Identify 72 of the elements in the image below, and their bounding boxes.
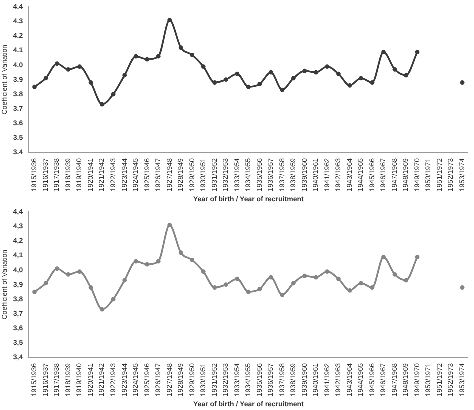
point: [370, 286, 375, 290]
point: [32, 84, 37, 90]
point: [268, 275, 274, 280]
point: [88, 80, 94, 85]
point: [382, 255, 386, 260]
point: [66, 67, 71, 72]
point: [415, 50, 420, 54]
point: [415, 255, 420, 260]
point: [100, 102, 105, 107]
point: [392, 67, 398, 72]
point: [224, 282, 228, 288]
point: [78, 270, 82, 274]
point: [190, 52, 195, 58]
point: [32, 290, 37, 294]
point: [122, 73, 128, 78]
point: [111, 92, 116, 97]
point: [201, 270, 206, 274]
point: [314, 70, 318, 75]
point: [212, 80, 218, 85]
point: [235, 72, 240, 76]
point: [348, 288, 352, 293]
point: [178, 250, 184, 256]
point: [78, 64, 82, 69]
point: [258, 82, 262, 86]
point: [44, 281, 48, 286]
point: [100, 307, 105, 312]
point: [302, 68, 308, 74]
point: [359, 76, 364, 81]
point: [168, 18, 172, 22]
point: [134, 259, 138, 264]
point: [382, 50, 386, 54]
point: [325, 270, 330, 274]
point: [55, 62, 60, 66]
point: [55, 266, 60, 272]
point: [268, 70, 274, 75]
point: [336, 72, 341, 76]
point: [348, 83, 352, 88]
point: [122, 278, 128, 283]
point: [291, 76, 296, 81]
point: [145, 57, 150, 62]
point: [392, 272, 398, 277]
point: [280, 88, 285, 92]
point: [404, 73, 408, 78]
point: [258, 287, 262, 292]
point: [370, 80, 375, 85]
point: [168, 223, 172, 228]
point: [325, 64, 330, 69]
point: [314, 275, 318, 280]
point: [156, 54, 161, 59]
point: [235, 276, 240, 282]
point: [145, 262, 150, 267]
point: [190, 258, 195, 262]
point: [460, 286, 465, 290]
point: [291, 281, 296, 286]
point: [302, 274, 308, 278]
point: [246, 84, 251, 90]
point: [134, 54, 138, 59]
point: [404, 278, 408, 283]
point: [156, 259, 161, 264]
point: [111, 297, 116, 302]
point: [246, 290, 251, 294]
point: [178, 46, 184, 50]
point: [212, 286, 218, 290]
point: [359, 281, 364, 286]
point: [224, 78, 228, 82]
point: [336, 276, 341, 282]
point: [460, 80, 465, 85]
point: [66, 272, 71, 277]
point: [280, 292, 285, 298]
point: [201, 64, 206, 69]
point: [44, 76, 48, 81]
point: [88, 286, 94, 290]
